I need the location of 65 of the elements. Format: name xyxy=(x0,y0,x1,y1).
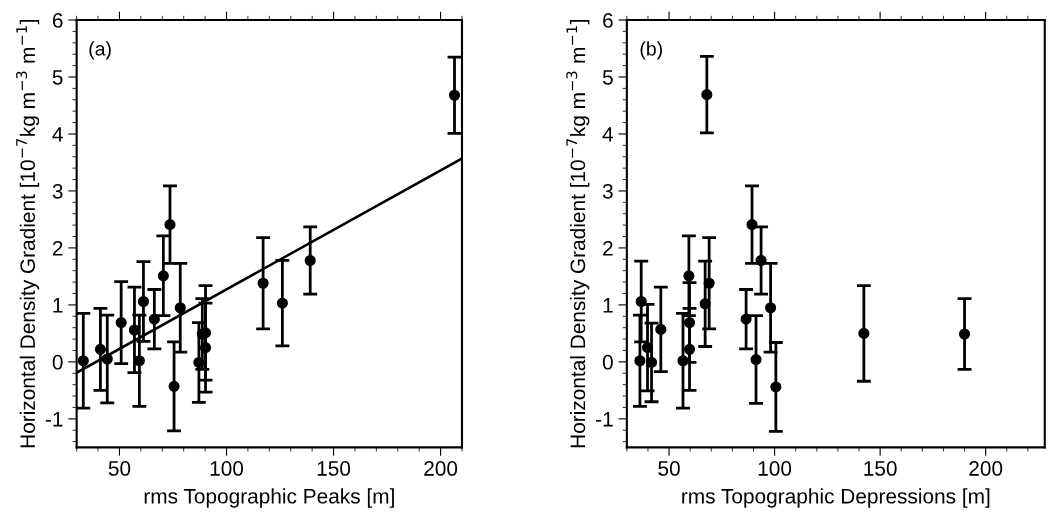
y-tick-label: 1 xyxy=(53,298,63,313)
y-tick-label: 5 xyxy=(602,70,613,85)
point xyxy=(448,89,461,101)
x-tick-label: 50 xyxy=(108,461,131,476)
point xyxy=(157,270,169,282)
x-tick-label: 200 xyxy=(969,461,1003,476)
x-axis-title: rms Topographic Depressions [m] xyxy=(682,488,990,508)
y-tick-label: 3 xyxy=(602,183,613,199)
point xyxy=(740,313,752,325)
point xyxy=(858,327,870,339)
point xyxy=(645,356,658,368)
y-tick-label: 0 xyxy=(52,354,63,370)
point xyxy=(677,355,689,367)
point xyxy=(958,328,971,340)
y-tick-label: -1 xyxy=(45,412,63,427)
y-tick-label: 6 xyxy=(603,13,613,28)
point xyxy=(701,89,713,101)
point xyxy=(257,277,269,289)
y-tick-label: 6 xyxy=(52,13,63,28)
point xyxy=(746,218,758,231)
point xyxy=(137,295,150,308)
y-tick-label: 5 xyxy=(52,70,63,85)
point xyxy=(101,353,113,365)
point xyxy=(755,254,767,267)
y-tick-label: -1 xyxy=(596,412,613,427)
y-tick-label: 3 xyxy=(52,183,63,199)
annotation: (a) xyxy=(89,41,111,60)
annotation: (b) xyxy=(640,41,662,60)
point xyxy=(699,298,711,310)
point xyxy=(94,343,106,355)
point xyxy=(634,355,646,367)
point xyxy=(635,295,647,308)
point xyxy=(683,270,695,282)
point xyxy=(683,343,696,355)
x-tick-label: 50 xyxy=(658,461,680,476)
point xyxy=(750,354,762,366)
point xyxy=(148,313,160,325)
point xyxy=(199,342,212,354)
point xyxy=(703,277,715,289)
x-tick-label: 150 xyxy=(317,461,351,476)
point xyxy=(765,302,777,314)
y-tick-label: 2 xyxy=(52,240,63,256)
y-tick-label: 2 xyxy=(603,240,613,256)
point xyxy=(174,302,186,314)
y-tick-label: 1 xyxy=(603,298,613,313)
point xyxy=(655,323,667,335)
y-axis-title: Horizontal Density Gradient [10$^{−7}$kg m$^{−3}$ m$^{−1}$] xyxy=(16,20,40,448)
x-tick-label: 150 xyxy=(864,461,897,476)
x-axis-title: rms Topographic Peaks [m] xyxy=(144,488,394,508)
point xyxy=(164,218,176,231)
point xyxy=(168,380,180,392)
y-tick-label: 4 xyxy=(52,127,63,142)
x-tick-label: 100 xyxy=(758,461,792,476)
point xyxy=(770,381,782,393)
point xyxy=(304,254,316,267)
point xyxy=(77,355,89,367)
point xyxy=(276,297,288,309)
point xyxy=(641,342,654,354)
x-tick-label: 100 xyxy=(210,461,244,476)
y-tick-label: 0 xyxy=(602,354,613,370)
x-tick-label: 200 xyxy=(424,461,458,476)
y-axis-title: Horizontal Density Gradient [10$^{−7}$kg m$^{−3}$ m$^{−1}$] xyxy=(566,20,590,448)
point xyxy=(115,316,127,329)
point xyxy=(193,356,205,368)
y-tick-label: 4 xyxy=(602,127,614,142)
